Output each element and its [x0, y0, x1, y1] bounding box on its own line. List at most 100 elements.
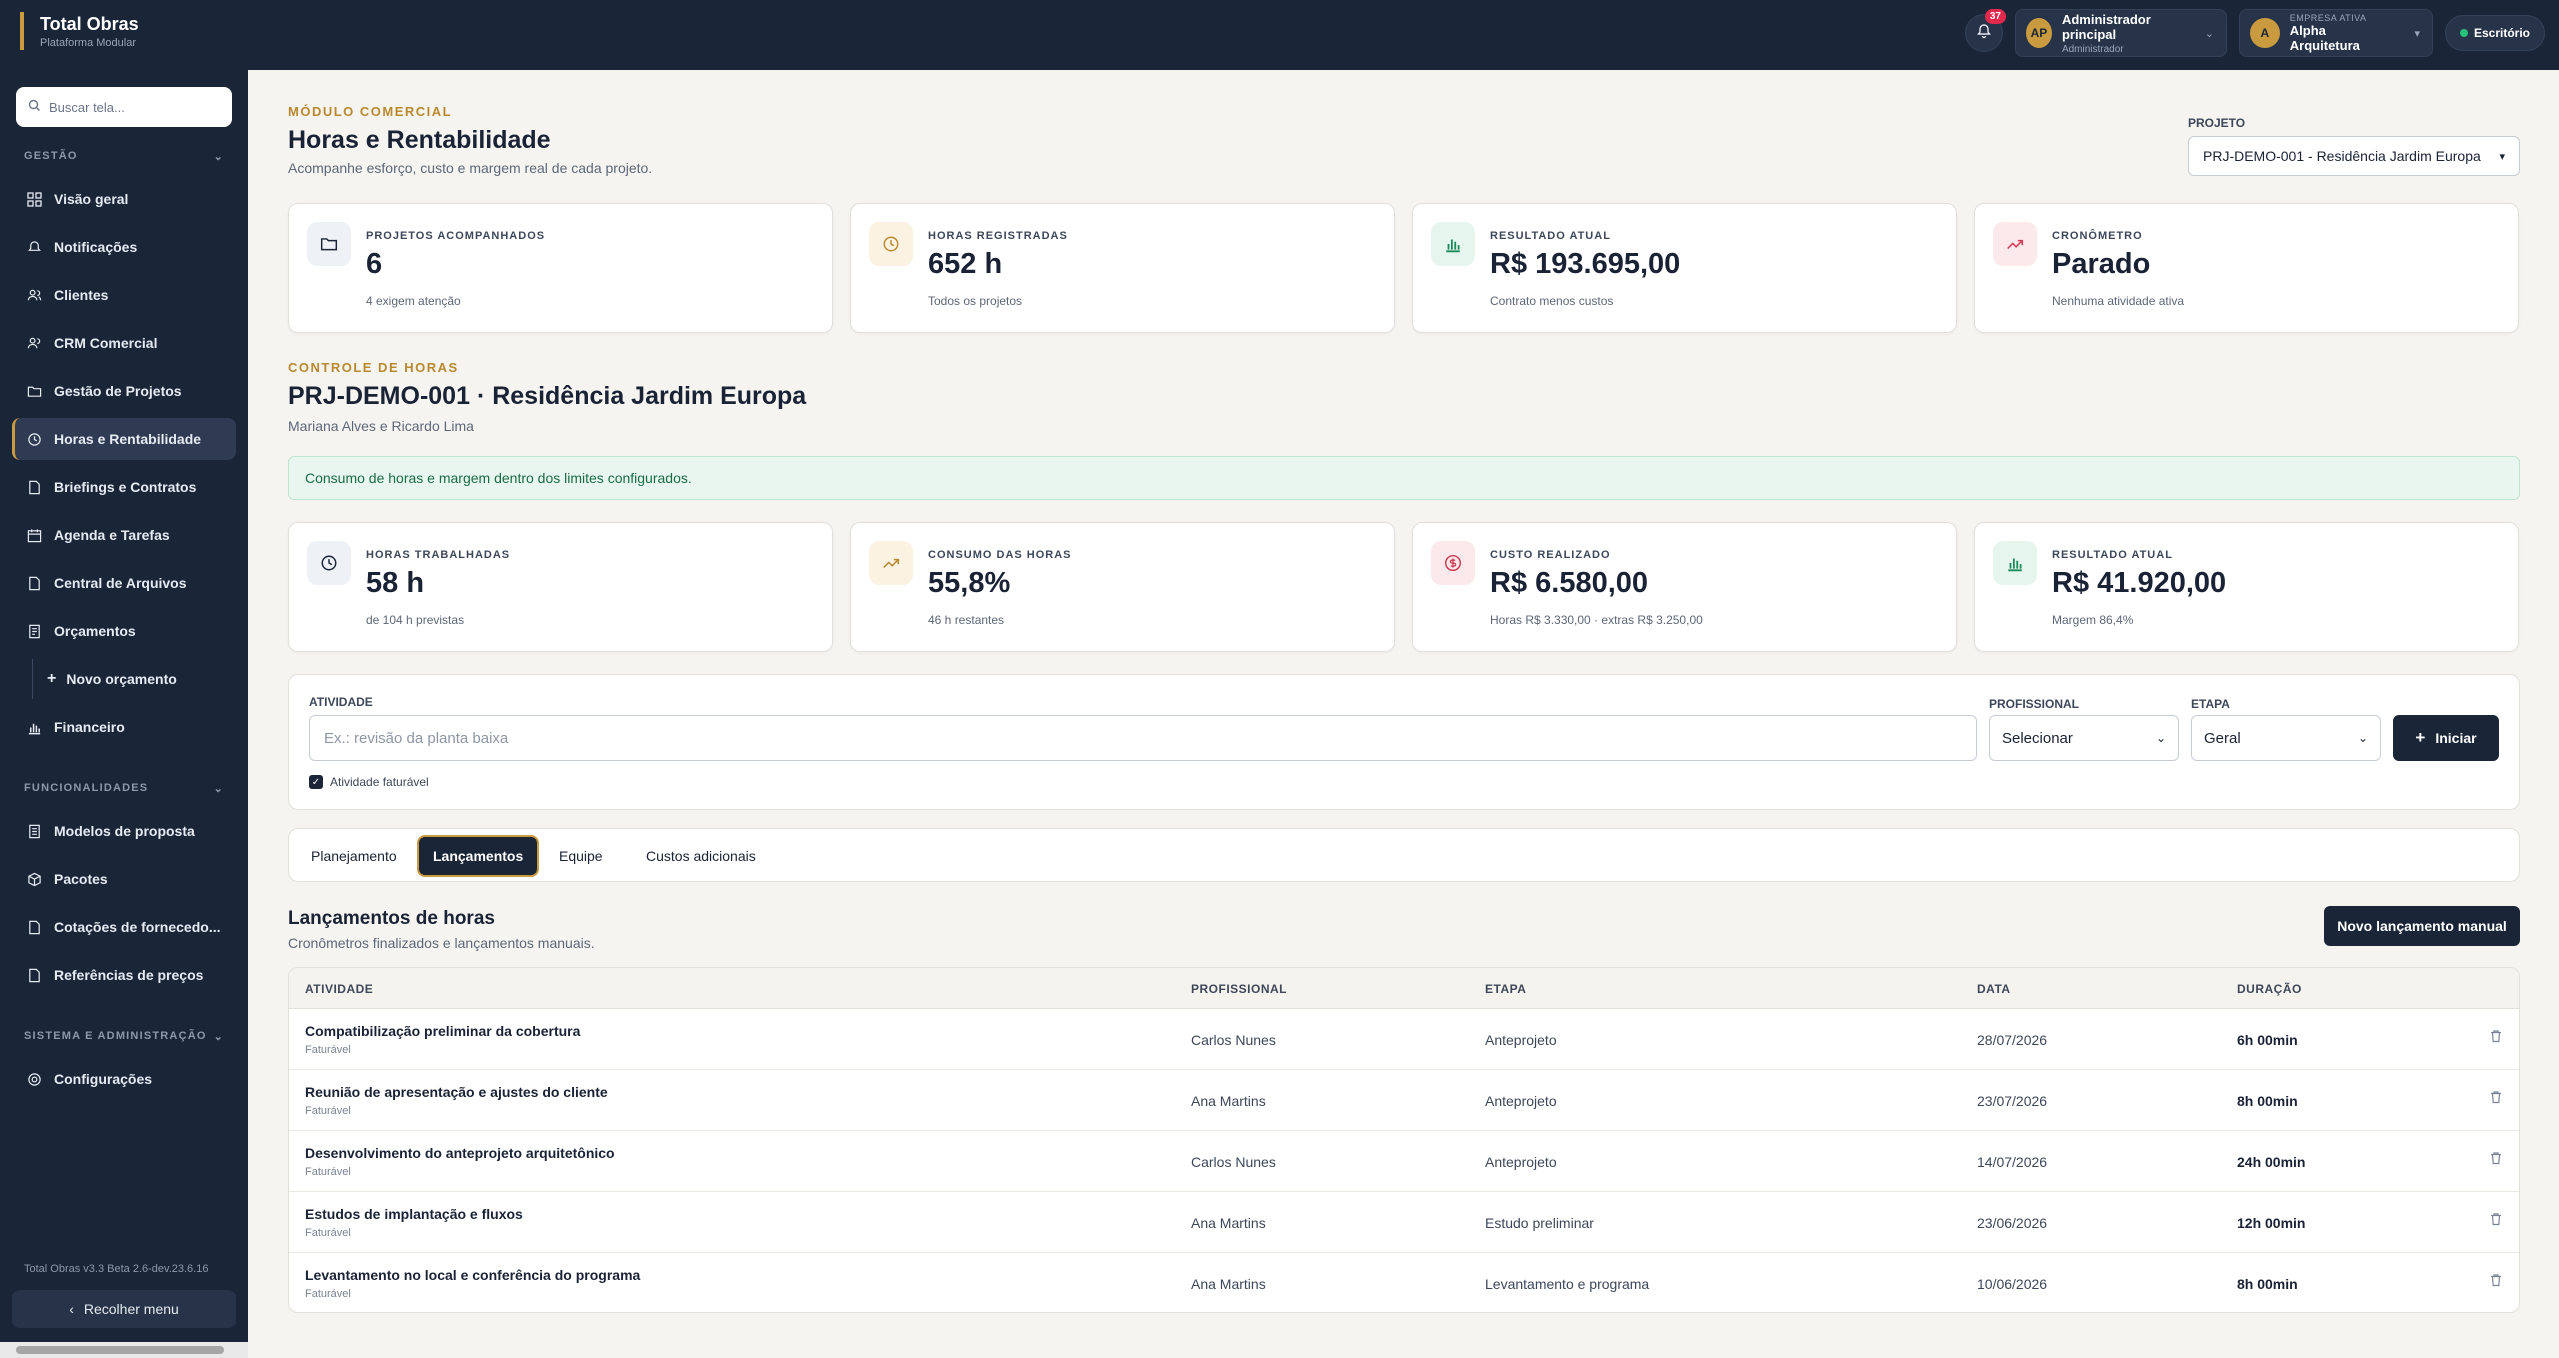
user-menu[interactable]: AP Administrador principal Administrador… [2014, 9, 2227, 57]
office-status[interactable]: Escritório [2444, 15, 2545, 51]
tab-custos-adicionais[interactable]: Custos adicionais [646, 848, 756, 864]
metric-label: CRONÔMETRO [2052, 230, 2143, 242]
tab-equipe[interactable]: Equipe [559, 848, 603, 864]
users-icon [26, 335, 42, 351]
trash-icon[interactable] [2489, 1151, 2503, 1170]
sidebar-item-novo-orcamento[interactable]: + Novo orçamento [32, 659, 236, 699]
sidebar-item-horas[interactable]: Horas e Rentabilidade [12, 418, 236, 460]
sidebar-item-crm[interactable]: CRM Comercial [12, 322, 236, 364]
metric-value: 652 h [928, 248, 1003, 280]
search-placeholder: Buscar tela... [49, 99, 125, 115]
file-icon [26, 919, 42, 935]
collapse-menu-button[interactable]: ‹ Recolher menu [12, 1290, 236, 1328]
trash-icon[interactable] [2489, 1212, 2503, 1231]
metric-label: CUSTO REALIZADO [1490, 549, 1611, 561]
trash-icon[interactable] [2489, 1273, 2503, 1292]
control-title: PRJ-DEMO-001 · Residência Jardim Europa [288, 382, 807, 410]
control-subtitle: Mariana Alves e Ricardo Lima [288, 418, 474, 434]
row-activity: Estudos de implantação e fluxos [305, 1206, 523, 1222]
sidebar-item-financeiro[interactable]: Financeiro [12, 706, 236, 748]
sidebar-item-agenda[interactable]: Agenda e Tarefas [12, 514, 236, 556]
table-row[interactable]: Reunião de apresentação e ajustes do cli… [289, 1070, 2519, 1131]
document-icon [26, 823, 42, 839]
sidebar-item-label: Briefings e Contratos [54, 479, 197, 495]
sidebar-item-clientes[interactable]: Clientes [12, 274, 236, 316]
metric-card: RESULTADO ATUAL R$ 41.920,00 Margem 86,4… [1974, 522, 2519, 652]
sidebar-item-label: Agenda e Tarefas [54, 527, 170, 543]
section-label: SISTEMA E ADMINISTRAÇÃO [24, 1030, 207, 1042]
stage-select[interactable]: Geral ⌄ [2191, 715, 2381, 761]
folder-icon [26, 383, 42, 399]
sidebar-item-configuracoes[interactable]: Configurações [12, 1058, 236, 1100]
billable-checkbox[interactable]: ✓ [309, 775, 323, 789]
sidebar-item-arquivos[interactable]: Central de Arquivos [12, 562, 236, 604]
search-input[interactable]: Buscar tela... [16, 87, 232, 127]
metric-label: RESULTADO ATUAL [1490, 230, 1611, 242]
activity-input[interactable]: Ex.: revisão da planta baixa [309, 715, 1977, 761]
bar-chart-icon [1431, 222, 1475, 266]
sidebar-item-orcamentos[interactable]: Orçamentos [12, 610, 236, 652]
sidebar-item-projetos[interactable]: Gestão de Projetos [12, 370, 236, 412]
section-funcionalidades[interactable]: FUNCIONALIDADES ⌄ [24, 782, 224, 795]
row-activity: Compatibilização preliminar da cobertura [305, 1023, 581, 1039]
chevron-left-icon: ‹ [69, 1301, 74, 1317]
column-header: ETAPA [1485, 982, 1527, 996]
row-stage: Anteprojeto [1485, 1154, 1557, 1170]
sidebar: Buscar tela... GESTÃO ⌄ Visão geral Noti… [0, 70, 248, 1358]
trend-up-icon [1993, 222, 2037, 266]
metric-label: CONSUMO DAS HORAS [928, 549, 1072, 561]
horizontal-scrollbar[interactable] [0, 1342, 248, 1358]
sidebar-item-label: Clientes [54, 287, 109, 303]
top-actions: 37 AP Administrador principal Administra… [1964, 6, 2545, 60]
metric-note: Todos os projetos [928, 294, 1023, 308]
sidebar-item-referencias[interactable]: Referências de preços [12, 954, 236, 996]
collapse-label: Recolher menu [83, 1301, 179, 1317]
trend-up-icon [869, 541, 913, 585]
table-row[interactable]: Desenvolvimento do anteprojeto arquitetô… [289, 1131, 2519, 1192]
row-professional: Carlos Nunes [1191, 1032, 1276, 1048]
section-label: GESTÃO [24, 150, 78, 162]
row-activity: Reunião de apresentação e ajustes do cli… [305, 1084, 608, 1100]
section-sistema[interactable]: SISTEMA E ADMINISTRAÇÃO ⌄ [24, 1030, 224, 1043]
sidebar-item-label: Orçamentos [54, 623, 136, 639]
plus-icon: + [47, 670, 57, 687]
company-switcher[interactable]: A EMPRESA ATIVA Alpha Arquitetura ▾ [2238, 9, 2433, 57]
table-row[interactable]: Estudos de implantação e fluxos Faturáve… [289, 1192, 2519, 1253]
table-header: ATIVIDADE PROFISSIONAL ETAPA DATA DURAÇÃ… [289, 968, 2519, 1009]
sidebar-item-cotacoes[interactable]: Cotações de fornecedo... [12, 906, 236, 948]
sidebar-item-visao-geral[interactable]: Visão geral [12, 178, 236, 220]
section-gestao[interactable]: GESTÃO ⌄ [24, 150, 224, 163]
row-activity: Levantamento no local e conferência do p… [305, 1267, 641, 1283]
project-label: PROJETO [2188, 116, 2246, 130]
brand[interactable]: Total Obras Plataforma Modular [20, 12, 139, 50]
company-name: Alpha Arquitetura [2289, 23, 2360, 53]
trash-icon[interactable] [2489, 1029, 2503, 1048]
dollar-icon [1431, 541, 1475, 585]
chevron-down-icon: ⌄ [2155, 731, 2166, 745]
document-icon [26, 967, 42, 983]
metric-note: 4 exigem atenção [366, 294, 461, 308]
scrollbar-thumb[interactable] [16, 1346, 224, 1354]
table-row[interactable]: Compatibilização preliminar da cobertura… [289, 1009, 2519, 1070]
table-row[interactable]: Levantamento no local e conferência do p… [289, 1253, 2519, 1312]
project-select-value: PRJ-DEMO-001 - Residência Jardim Europa [2203, 148, 2481, 164]
user-avatar: AP [2025, 18, 2052, 48]
metric-card: HORAS TRABALHADAS 58 h de 104 h prevista… [288, 522, 833, 652]
trash-icon[interactable] [2489, 1090, 2503, 1109]
entries-title: Lançamentos de horas [288, 908, 495, 929]
sidebar-item-pacotes[interactable]: Pacotes [12, 858, 236, 900]
chevron-down-icon: ▾ [2414, 27, 2420, 40]
tab-planejamento[interactable]: Planejamento [311, 848, 397, 864]
sidebar-item-modelos[interactable]: Modelos de proposta [12, 810, 236, 852]
plus-icon: + [2415, 728, 2426, 747]
metric-card: CUSTO REALIZADO R$ 6.580,00 Horas R$ 3.3… [1412, 522, 1957, 652]
professional-select[interactable]: Selecionar ⌄ [1989, 715, 2179, 761]
notifications-button[interactable]: 37 [1964, 9, 2006, 52]
sidebar-item-briefings[interactable]: Briefings e Contratos [12, 466, 236, 508]
metric-value: R$ 41.920,00 [2052, 567, 2227, 599]
project-select[interactable]: PRJ-DEMO-001 - Residência Jardim Europa … [2188, 136, 2520, 176]
start-timer-button[interactable]: + Iniciar [2393, 715, 2499, 761]
sidebar-item-notificacoes[interactable]: Notificações [12, 226, 236, 268]
new-manual-entry-button[interactable]: Novo lançamento manual [2324, 906, 2520, 946]
tab-lancamentos[interactable]: Lançamentos [419, 837, 538, 875]
